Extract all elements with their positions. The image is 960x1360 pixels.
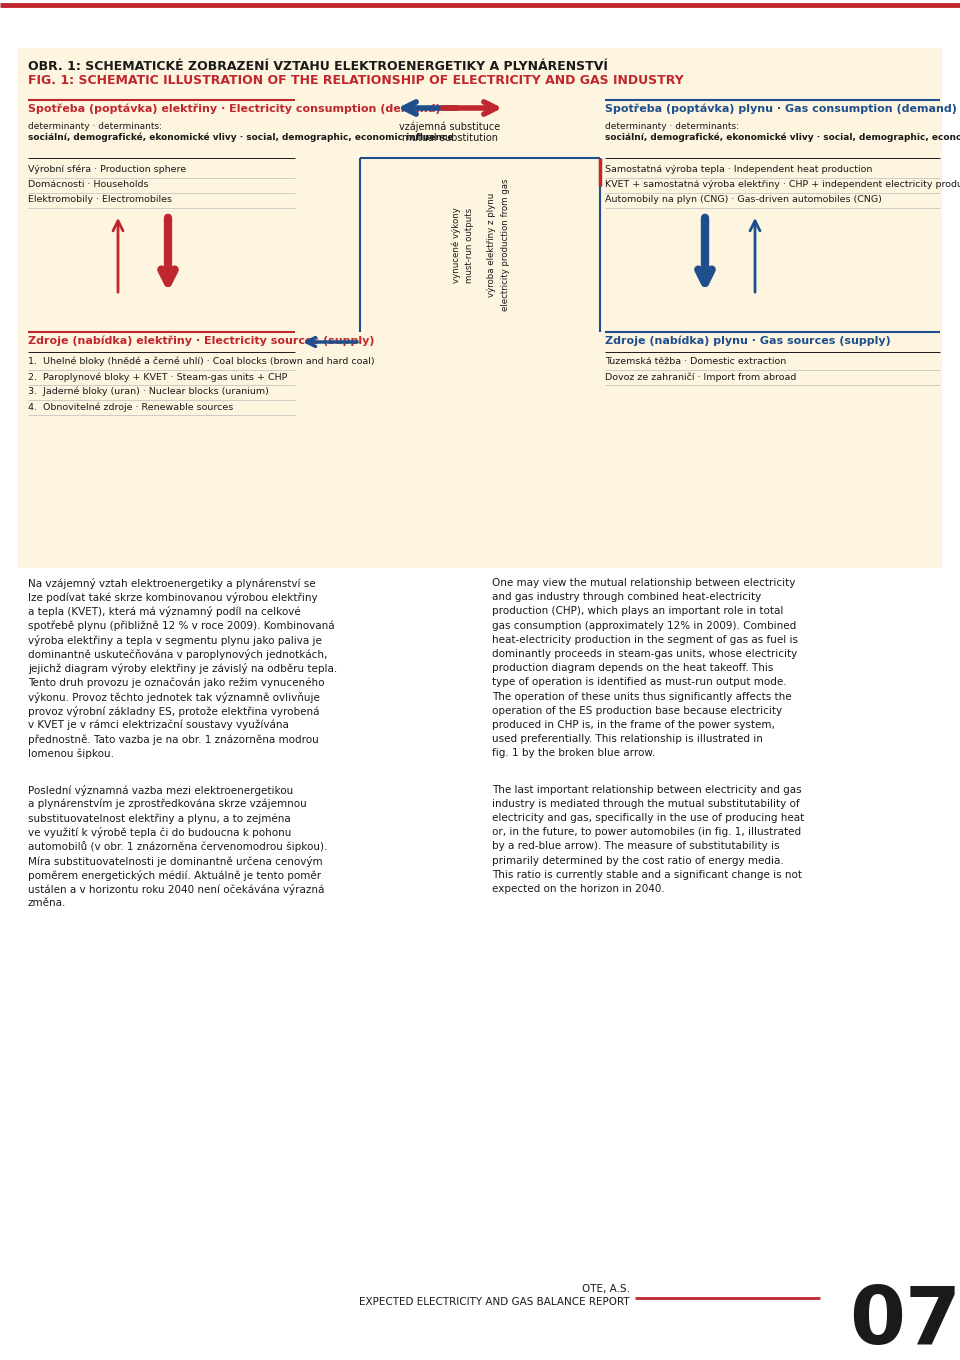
Text: production diagram depends on the heat takeoff. This: production diagram depends on the heat t…: [492, 664, 774, 673]
Text: industry is mediated through the mutual substitutability of: industry is mediated through the mutual …: [492, 798, 800, 809]
Text: Poslední významná vazba mezi elektroenergetikou: Poslední významná vazba mezi elektroener…: [28, 785, 293, 796]
Text: KVET + samostatná výroba elektřiny · CHP + independent electricity production: KVET + samostatná výroba elektřiny · CHP…: [605, 180, 960, 189]
Text: 3.  Jaderné bloky (uran) · Nuclear blocks (uranium): 3. Jaderné bloky (uran) · Nuclear blocks…: [28, 388, 269, 397]
Text: determinanty · determinants:: determinanty · determinants:: [28, 122, 162, 131]
Text: automobilů (v obr. 1 znázorněna červenomodrou šipkou).: automobilů (v obr. 1 znázorněna červenom…: [28, 842, 327, 853]
Text: Domácnosti · Households: Domácnosti · Households: [28, 180, 149, 189]
Text: expected on the horizon in 2040.: expected on the horizon in 2040.: [492, 884, 664, 894]
Text: This ratio is currently stable and a significant change is not: This ratio is currently stable and a sig…: [492, 870, 802, 880]
Text: Automobily na plyn (CNG) · Gas-driven automobiles (CNG): Automobily na plyn (CNG) · Gas-driven au…: [605, 194, 882, 204]
Text: Elektromobily · Electromobiles: Elektromobily · Electromobiles: [28, 194, 172, 204]
Text: electricity production from gas: electricity production from gas: [501, 178, 511, 311]
Text: ve využití k výrobě tepla či do budoucna k pohonu: ve využití k výrobě tepla či do budoucna…: [28, 827, 292, 838]
Text: by a red-blue arrow). The measure of substitutability is: by a red-blue arrow). The measure of sub…: [492, 842, 780, 851]
Text: The last important relationship between electricity and gas: The last important relationship between …: [492, 785, 802, 794]
Text: type of operation is identified as must-run output mode.: type of operation is identified as must-…: [492, 677, 786, 687]
Text: EXPECTED ELECTRICITY AND GAS BALANCE REPORT: EXPECTED ELECTRICITY AND GAS BALANCE REP…: [359, 1297, 630, 1307]
Text: v KVET je v rámci elektrizační soustavy využívána: v KVET je v rámci elektrizační soustavy …: [28, 719, 289, 730]
Text: heat-electricity production in the segment of gas as fuel is: heat-electricity production in the segme…: [492, 635, 798, 645]
Text: Spotřeba (poptávka) elektřiny · Electricity consumption (demand): Spotřeba (poptávka) elektřiny · Electric…: [28, 103, 441, 113]
Text: Zdroje (nabídka) elektřiny · Electricity sources (supply): Zdroje (nabídka) elektřiny · Electricity…: [28, 336, 374, 347]
Text: Zdroje (nabídka) plynu · Gas sources (supply): Zdroje (nabídka) plynu · Gas sources (su…: [605, 336, 891, 347]
Text: spotřebě plynu (přibližně 12 % v roce 2009). Kombinovaná: spotřebě plynu (přibližně 12 % v roce 20…: [28, 620, 335, 631]
Text: výroba elektřiny a tepla v segmentu plynu jako paliva je: výroba elektřiny a tepla v segmentu plyn…: [28, 635, 322, 646]
Text: 1.  Uhelné bloky (hnědé a černé uhlí) · Coal blocks (brown and hard coal): 1. Uhelné bloky (hnědé a černé uhlí) · C…: [28, 356, 374, 366]
Text: electricity and gas, specifically in the use of producing heat: electricity and gas, specifically in the…: [492, 813, 804, 823]
Text: Dovoz ze zahraničí · Import from abroad: Dovoz ze zahraničí · Import from abroad: [605, 373, 797, 382]
Text: 2.  Paroplynové bloky + KVET · Steam-gas units + CHP: 2. Paroplynové bloky + KVET · Steam-gas …: [28, 373, 287, 382]
Text: produced in CHP is, in the frame of the power system,: produced in CHP is, in the frame of the …: [492, 719, 775, 730]
Text: Tento druh provozu je označován jako režim vynuceného: Tento druh provozu je označován jako rež…: [28, 677, 324, 688]
Text: výkonu. Provoz těchto jednotek tak významně ovlivňuje: výkonu. Provoz těchto jednotek tak význa…: [28, 692, 320, 703]
Text: Míra substituovatelnosti je dominantně určena cenovým: Míra substituovatelnosti je dominantně u…: [28, 855, 323, 866]
Text: OBR. 1: SCHEMATICKÉ ZOBRAZENÍ VZTAHU ELEKTROENERGETIKY A PLYNÁRENSTVÍ: OBR. 1: SCHEMATICKÉ ZOBRAZENÍ VZTAHU ELE…: [28, 60, 608, 73]
Text: a tepla (KVET), která má významný podíl na celkové: a tepla (KVET), která má významný podíl …: [28, 607, 300, 617]
Text: lomenou šipkou.: lomenou šipkou.: [28, 748, 114, 759]
Text: used preferentially. This relationship is illustrated in: used preferentially. This relationship i…: [492, 734, 763, 744]
Text: a plynárenstvím je zprostředkována skrze vzájemnou: a plynárenstvím je zprostředkována skrze…: [28, 798, 307, 809]
Text: Tuzemská těžba · Domestic extraction: Tuzemská těžba · Domestic extraction: [605, 356, 786, 366]
Text: The operation of these units thus significantly affects the: The operation of these units thus signif…: [492, 692, 792, 702]
Text: Na vzájemný vztah elektroenergetiky a plynárenství se: Na vzájemný vztah elektroenergetiky a pl…: [28, 578, 316, 589]
Text: vynucené výkony: vynucené výkony: [451, 207, 461, 283]
Text: 4.  Obnovitelné zdroje · Renewable sources: 4. Obnovitelné zdroje · Renewable source…: [28, 403, 233, 412]
Text: Spotřeba (poptávka) plynu · Gas consumption (demand): Spotřeba (poptávka) plynu · Gas consumpt…: [605, 103, 957, 113]
Text: primarily determined by the cost ratio of energy media.: primarily determined by the cost ratio o…: [492, 855, 783, 865]
Text: jejichž diagram výroby elektřiny je závislý na odběru tepla.: jejichž diagram výroby elektřiny je závi…: [28, 664, 337, 675]
Text: 07: 07: [849, 1282, 960, 1360]
Text: ustálen a v horizontu roku 2040 není očekávána výrazná: ustálen a v horizontu roku 2040 není oče…: [28, 884, 324, 895]
Text: provoz výrobní základny ES, protože elektřina vyrobená: provoz výrobní základny ES, protože elek…: [28, 706, 320, 717]
Text: sociální, demografické, ekonomické vlivy · social, demographic, economic influen: sociální, demografické, ekonomické vlivy…: [28, 132, 453, 141]
Text: must-run outputs: must-run outputs: [465, 208, 473, 283]
Text: vzájemná substituce: vzájemná substituce: [399, 122, 500, 132]
Text: production (CHP), which plays an important role in total: production (CHP), which plays an importa…: [492, 607, 783, 616]
Text: Samostatná výroba tepla · Independent heat production: Samostatná výroba tepla · Independent he…: [605, 165, 873, 174]
Text: mutual substitution: mutual substitution: [402, 133, 498, 143]
Text: One may view the mutual relationship between electricity: One may view the mutual relationship bet…: [492, 578, 796, 588]
Text: přednostně. Tato vazba je na obr. 1 znázorněna modrou: přednostně. Tato vazba je na obr. 1 znáz…: [28, 734, 319, 745]
Text: operation of the ES production base because electricity: operation of the ES production base beca…: [492, 706, 782, 715]
Text: determinanty · determinants:: determinanty · determinants:: [605, 122, 739, 131]
Text: substituovatelnost elektřiny a plynu, a to zejména: substituovatelnost elektřiny a plynu, a …: [28, 813, 291, 824]
Text: fig. 1 by the broken blue arrow.: fig. 1 by the broken blue arrow.: [492, 748, 656, 759]
Text: or, in the future, to power automobiles (in fig. 1, illustrated: or, in the future, to power automobiles …: [492, 827, 802, 838]
Text: výroba elektřiny z plynu: výroba elektřiny z plynu: [488, 193, 496, 296]
Text: dominantně uskutečňována v paroplynových jednotkách,: dominantně uskutečňována v paroplynových…: [28, 649, 327, 660]
Text: OTE, A.S.: OTE, A.S.: [582, 1284, 630, 1293]
Text: gas consumption (approximately 12% in 2009). Combined: gas consumption (approximately 12% in 20…: [492, 620, 796, 631]
Text: sociální, demografické, ekonomické vlivy · social, demographic, economic influen: sociální, demografické, ekonomické vlivy…: [605, 132, 960, 141]
Bar: [18, 48, 942, 568]
Text: FIG. 1: SCHEMATIC ILLUSTRATION OF THE RELATIONSHIP OF ELECTRICITY AND GAS INDUST: FIG. 1: SCHEMATIC ILLUSTRATION OF THE RE…: [28, 73, 684, 87]
Text: změna.: změna.: [28, 898, 66, 908]
Text: lze podívat také skrze kombinovanou výrobou elektřiny: lze podívat také skrze kombinovanou výro…: [28, 592, 318, 604]
Text: Výrobní sféra · Production sphere: Výrobní sféra · Production sphere: [28, 165, 186, 174]
Text: poměrem energetických médií. Aktuálně je tento poměr: poměrem energetických médií. Aktuálně je…: [28, 870, 322, 881]
Text: and gas industry through combined heat-electricity: and gas industry through combined heat-e…: [492, 592, 761, 602]
Text: dominantly proceeds in steam-gas units, whose electricity: dominantly proceeds in steam-gas units, …: [492, 649, 797, 660]
